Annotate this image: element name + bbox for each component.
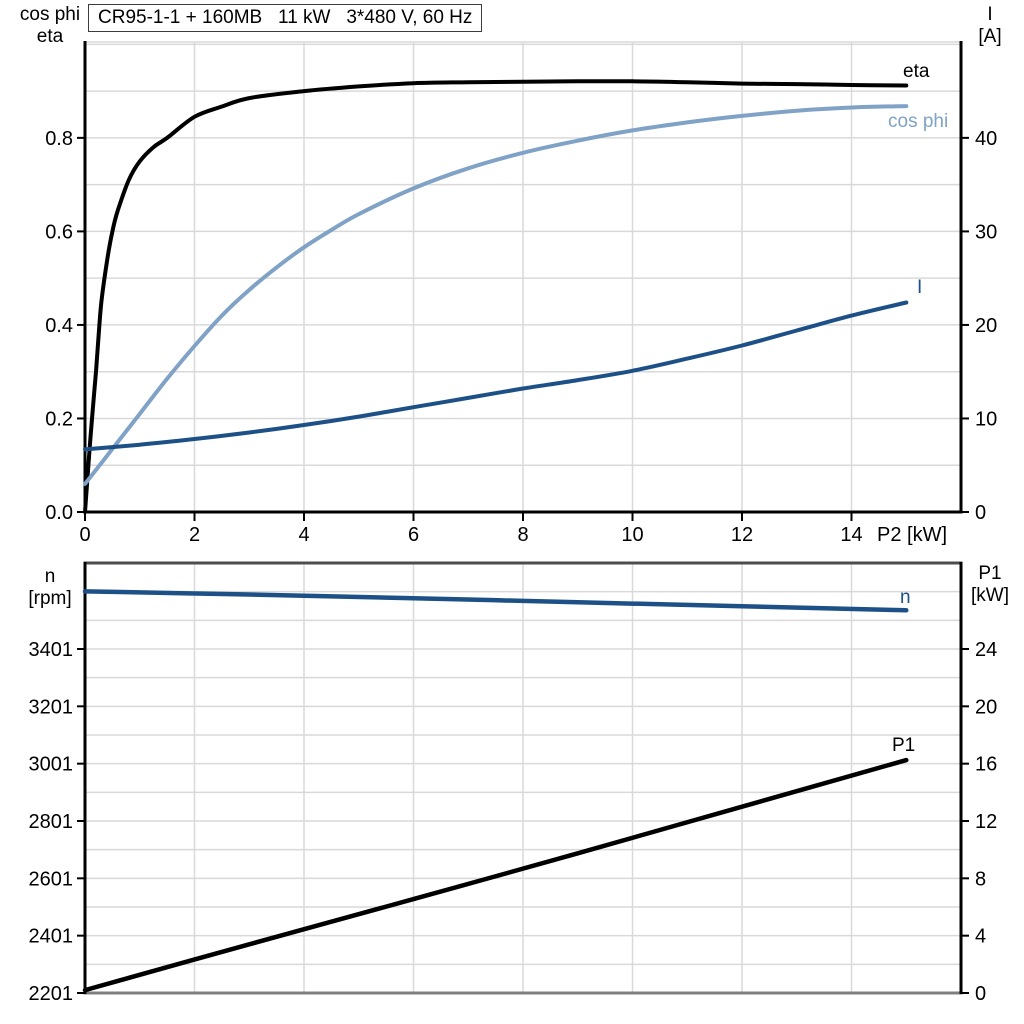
- left-tick-label: 0.0: [45, 502, 73, 524]
- right-tick-label: 16: [975, 754, 997, 776]
- curve-label-cosphi: cos phi: [888, 111, 949, 132]
- left-tick-label: 0.4: [45, 315, 73, 337]
- bottom-left-axis-title-rpm: [rpm]: [28, 588, 72, 609]
- left-tick-label: 3401: [29, 639, 74, 661]
- left-tick-label: 3001: [29, 754, 74, 776]
- right-tick-label: 10: [975, 408, 997, 430]
- left-tick-label: 0.6: [45, 221, 73, 243]
- x-tick-label: 4: [298, 524, 309, 546]
- top-right-axis-title-A: [A]: [978, 26, 1002, 47]
- curve-n: [82, 589, 909, 613]
- curve-P1: [82, 757, 909, 993]
- bottom-left-axis-title-n: n: [44, 566, 56, 587]
- x-tick-label: 12: [731, 524, 753, 546]
- curve-label-I: I: [917, 277, 923, 298]
- right-tick-label: 20: [975, 696, 997, 718]
- x-axis-label: P2 [kW]: [877, 524, 948, 546]
- right-tick-label: 30: [975, 221, 997, 243]
- left-tick-label: 0.8: [45, 128, 73, 150]
- curve-label-eta: eta: [903, 61, 930, 82]
- curve-label-n: n: [900, 587, 911, 608]
- left-tick-label: 2801: [29, 811, 74, 833]
- curve-cos-phi: [83, 104, 909, 486]
- top-left-axis-title-eta: eta: [36, 26, 64, 47]
- right-tick-label: 0: [975, 983, 986, 1005]
- x-tick-label: 2: [189, 524, 200, 546]
- right-tick-label: 24: [975, 639, 997, 661]
- x-tick-label: 0: [79, 524, 90, 546]
- right-tick-label: 0: [975, 502, 986, 524]
- bottom-right-axis-title-kW: [kW]: [971, 585, 1009, 606]
- right-tick-label: 20: [975, 315, 997, 337]
- left-tick-label: 2401: [29, 926, 74, 948]
- curve-eta: [83, 79, 909, 514]
- right-tick-label: 40: [975, 128, 997, 150]
- bottom-right-axis-title-P1: P1: [978, 563, 1002, 584]
- x-tick-label: 10: [621, 524, 643, 546]
- left-tick-label: 2201: [29, 983, 74, 1005]
- top-right-axis-title-I: I: [987, 4, 993, 25]
- left-tick-label: 0.2: [45, 408, 73, 430]
- x-tick-label: 6: [408, 524, 419, 546]
- curve-I: [83, 300, 909, 452]
- right-tick-label: 12: [975, 811, 997, 833]
- top-left-axis-title-cosphi: cos phi: [19, 4, 81, 25]
- chart-title: CR95-1-1 + 160MB 11 kW 3*480 V, 60 Hz: [88, 4, 483, 32]
- left-tick-label: 3201: [29, 696, 74, 718]
- x-tick-label: 8: [517, 524, 528, 546]
- right-tick-label: 4: [975, 926, 986, 948]
- curve-label-P1: P1: [892, 735, 916, 756]
- x-tick-label: 14: [840, 524, 862, 546]
- right-tick-label: 8: [975, 868, 986, 890]
- left-tick-label: 2601: [29, 868, 74, 890]
